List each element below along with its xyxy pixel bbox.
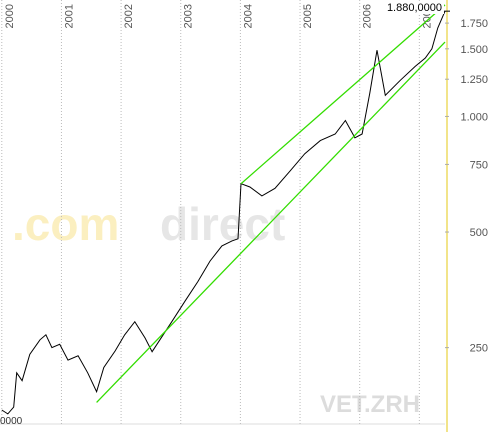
y-tick-label: 1.250 (460, 74, 488, 86)
x-tick-label: 2003 (183, 4, 195, 28)
watermark-right: direct (160, 198, 285, 250)
channel-line (240, 4, 446, 185)
price-line (1, 11, 446, 415)
y-tick-label: 1.000 (460, 111, 488, 123)
y-tick-label: 1.500 (460, 44, 488, 56)
x-tick-label: 2005 (302, 4, 314, 28)
x-tick-label: 2002 (123, 4, 135, 28)
y-tick-label: 500 (470, 227, 488, 239)
last-label: 1.880,0000 (387, 2, 442, 14)
last-label-bg (376, 1, 444, 14)
low-label: 0000 (0, 416, 23, 427)
y-tick-label: 250 (470, 343, 488, 355)
x-tick-label: 2004 (242, 4, 254, 28)
x-tick-label: 2000 (4, 4, 16, 28)
y-tick-label: 1.750 (460, 18, 488, 30)
x-tick-label: 2001 (63, 4, 75, 28)
x-tick-label: 2006 (362, 4, 374, 28)
y-tick-label: 750 (470, 159, 488, 171)
channel-line (96, 41, 446, 403)
watermark-left: .com (12, 198, 119, 250)
symbol: VET.ZRH (320, 391, 420, 418)
